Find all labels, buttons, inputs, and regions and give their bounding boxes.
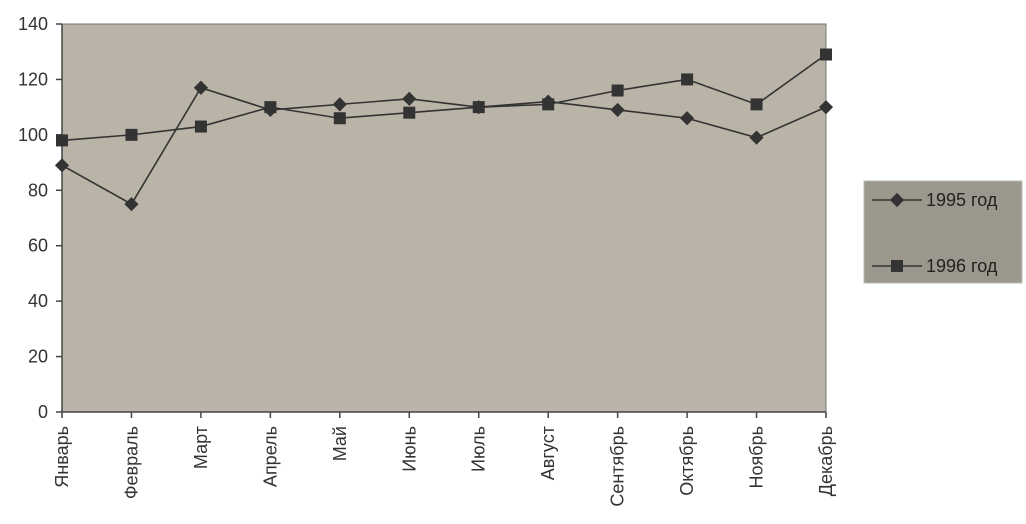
x-tick-label: Март [191,426,211,469]
y-tick-label: 80 [28,180,48,200]
data-point-diamond [818,100,834,115]
data-point-diamond [749,130,764,145]
legend-item-1995: 1995 год [872,190,998,210]
x-tick-label: Ноябрь [747,426,767,488]
legend: 1995 год 1996 год [863,180,1023,284]
data-point-square [194,120,207,133]
x-tick-label: Февраль [121,426,141,499]
x-tick-label: Июнь [399,426,419,472]
y-tick-label: 140 [18,14,48,34]
y-tick-label: 60 [28,236,48,256]
x-tick-label: Июль [469,426,489,472]
x-tick-label: Сентябрь [608,426,628,507]
x-tick-label: Май [330,426,350,461]
data-point-square [611,84,624,97]
legend-label-1995: 1995 год [926,190,998,210]
data-point-square [681,73,694,86]
plot-area [61,23,827,413]
legend-item-1996: 1996 год [872,256,998,276]
data-point-square [542,98,555,111]
x-tick-label: Октябрь [677,426,697,496]
x-tick-label: Апрель [260,426,280,487]
data-point-square [56,134,68,147]
legend-diamond-marker-icon [889,192,905,208]
series-line [61,53,827,142]
y-tick-label: 120 [18,69,48,89]
legend-label-1996: 1996 год [926,256,998,276]
data-point-square [333,112,346,125]
y-tick-label: 100 [18,125,48,145]
data-point-diamond [332,97,347,112]
data-point-square [264,101,277,114]
y-tick-label: 40 [28,291,48,311]
legend-square-marker-icon [891,260,903,272]
series-line [61,86,827,206]
data-point-diamond [402,91,417,106]
x-tick-label: Январь [52,426,72,488]
data-point-diamond [680,111,695,126]
axes [61,24,826,413]
data-point-square [125,128,138,141]
data-point-square [750,98,763,111]
data-point-diamond [610,102,625,117]
y-tick-label: 0 [38,402,48,422]
x-tick-label: Декабрь [816,426,836,496]
data-point-square [403,106,416,119]
data-point-square [820,48,832,61]
data-point-square [472,101,485,114]
y-ticks: 0 20 40 60 80 100 120 140 [18,14,62,422]
x-ticks: Январь Февраль Март Апрель Май Июнь Июль Август… [52,412,836,507]
y-tick-label: 20 [28,347,48,367]
x-tick-label: Август [538,426,558,480]
